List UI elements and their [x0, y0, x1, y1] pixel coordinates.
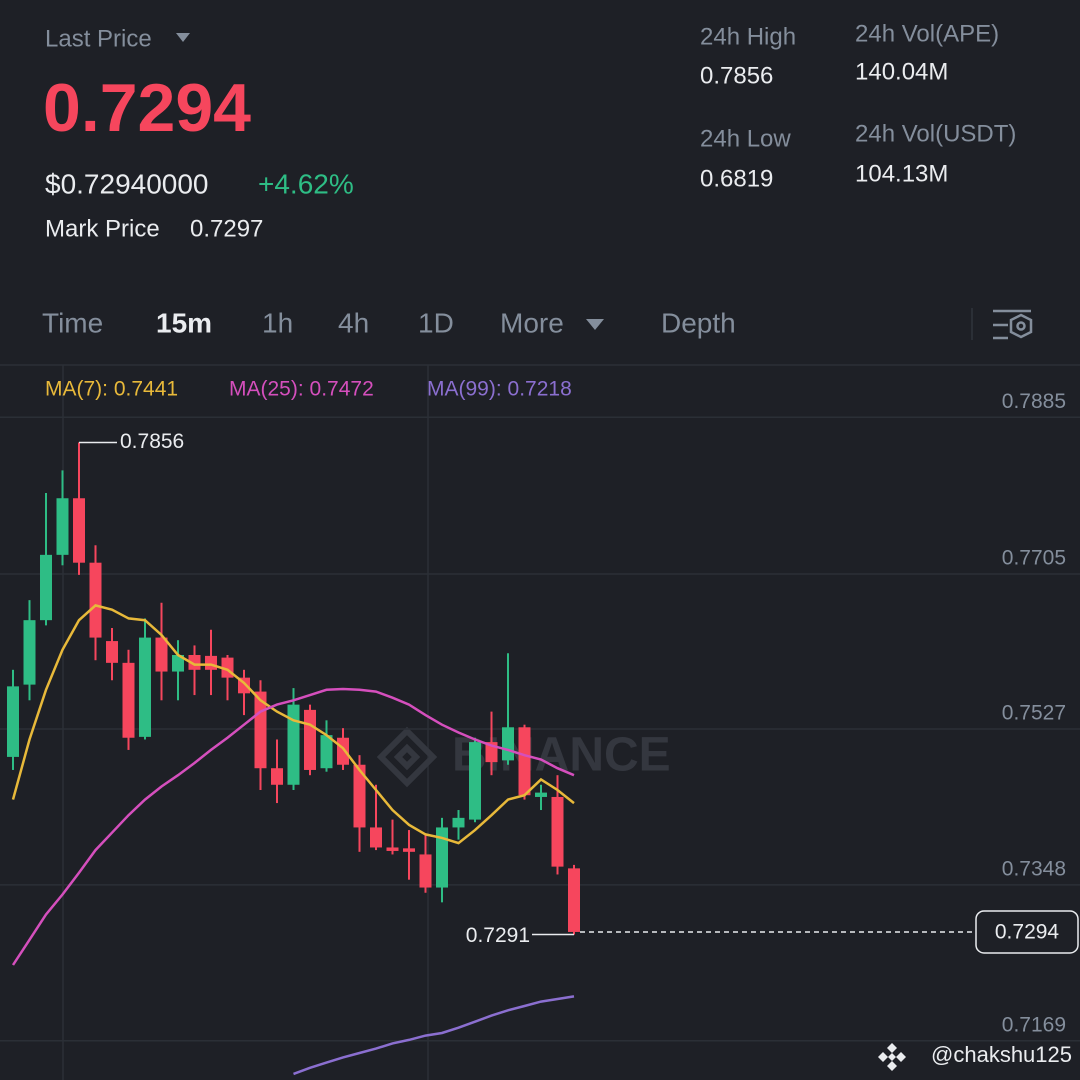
candle-body [139, 637, 151, 737]
stat-value: 140.04M [855, 58, 948, 85]
ma-line [293, 995, 575, 1076]
tab[interactable]: 1D [418, 307, 454, 338]
mark-price: 0.7297 [190, 215, 263, 242]
candle-body [320, 735, 333, 769]
price-change: +4.62% [258, 168, 354, 199]
usd-price: $0.72940000 [45, 168, 209, 199]
candle-body [353, 764, 366, 828]
stat-value: 0.6819 [700, 165, 773, 192]
tab[interactable]: Time [42, 307, 103, 338]
interval-tabs: Time 15m 1h 4h 1D More Depth [42, 307, 736, 338]
last-price-tag: 0.7294 [995, 920, 1060, 943]
tab[interactable]: Depth [661, 307, 736, 338]
stat-value: 0.7856 [700, 62, 773, 89]
candle-body [370, 827, 382, 848]
candle-body [403, 848, 415, 852]
tab[interactable]: 1h [262, 307, 293, 338]
candle-body [89, 562, 102, 638]
watermark-logo [376, 726, 438, 788]
candles [7, 442, 580, 1076]
legend: MA(7): 0.7441 MA(25): 0.7472 MA(99): 0.721… [45, 378, 572, 401]
candle-body [469, 742, 481, 820]
stat-label: 24h Vol(APE) [855, 20, 999, 47]
chart: BINANCE 0.7885 0.7705 0.7527 0.7348 0.7169 0.… [0, 365, 1080, 1080]
stat-label: 24h High [700, 23, 796, 50]
candle-body [518, 727, 531, 796]
candle-body [40, 554, 52, 621]
stat-value: 104.13M [855, 160, 948, 187]
stat-label: 24h Low [700, 125, 791, 152]
candle-body [23, 620, 36, 685]
candle-body [436, 827, 448, 888]
last-price-box [975, 910, 1079, 954]
candle-body [287, 704, 300, 785]
ma-line [11, 604, 575, 845]
legend-entry: MA(7): 0.7441 [45, 378, 178, 401]
candle-body [551, 796, 564, 867]
candle-body [535, 792, 547, 797]
legend-entry: MA(99): 0.7218 [427, 378, 572, 401]
candle-body [188, 655, 201, 670]
credit: @chakshu125 [931, 1042, 1072, 1067]
candle-body [419, 854, 432, 888]
candle-body [122, 662, 135, 738]
low-label: 0.7291 [466, 924, 530, 947]
y-tick-label: 0.7169 [1002, 1013, 1066, 1036]
y-tick-label: 0.7527 [1002, 702, 1066, 725]
dropdown-caret[interactable] [176, 33, 190, 42]
legend-entry: MA(25): 0.7472 [229, 378, 374, 401]
y-tick-label: 0.7885 [1002, 390, 1066, 413]
stat-label: 24h Vol(USDT) [855, 120, 1016, 147]
watermark: BINANCE [452, 729, 671, 782]
tab[interactable]: 15m [156, 307, 212, 338]
tab[interactable]: More [500, 307, 564, 338]
mark-price-label: Mark Price [45, 215, 160, 242]
candle-body [502, 727, 514, 761]
more-caret[interactable] [586, 319, 604, 330]
candle-body [205, 655, 217, 670]
candle-body [56, 498, 69, 555]
candle-body [386, 847, 399, 851]
candle-body [73, 498, 85, 563]
last-price-label[interactable]: Last Price [45, 25, 152, 52]
candle-body [337, 737, 349, 765]
candle-body [7, 686, 19, 757]
candle-body [106, 641, 118, 663]
credit-logo [878, 1043, 906, 1071]
y-tick-label: 0.7348 [1002, 857, 1066, 880]
ma-line [11, 687, 575, 966]
candle-body [304, 709, 316, 770]
last-price: 0.7294 [43, 70, 251, 146]
settings-icon[interactable] [993, 309, 1033, 340]
y-tick-label: 0.7705 [1002, 547, 1066, 570]
high-label: 0.7856 [120, 430, 184, 453]
tab[interactable]: 4h [338, 307, 369, 338]
candle-body [452, 817, 465, 828]
candle-body [172, 655, 184, 672]
candle-body [271, 768, 283, 785]
candle-body [155, 637, 168, 672]
candle-body [568, 868, 580, 932]
